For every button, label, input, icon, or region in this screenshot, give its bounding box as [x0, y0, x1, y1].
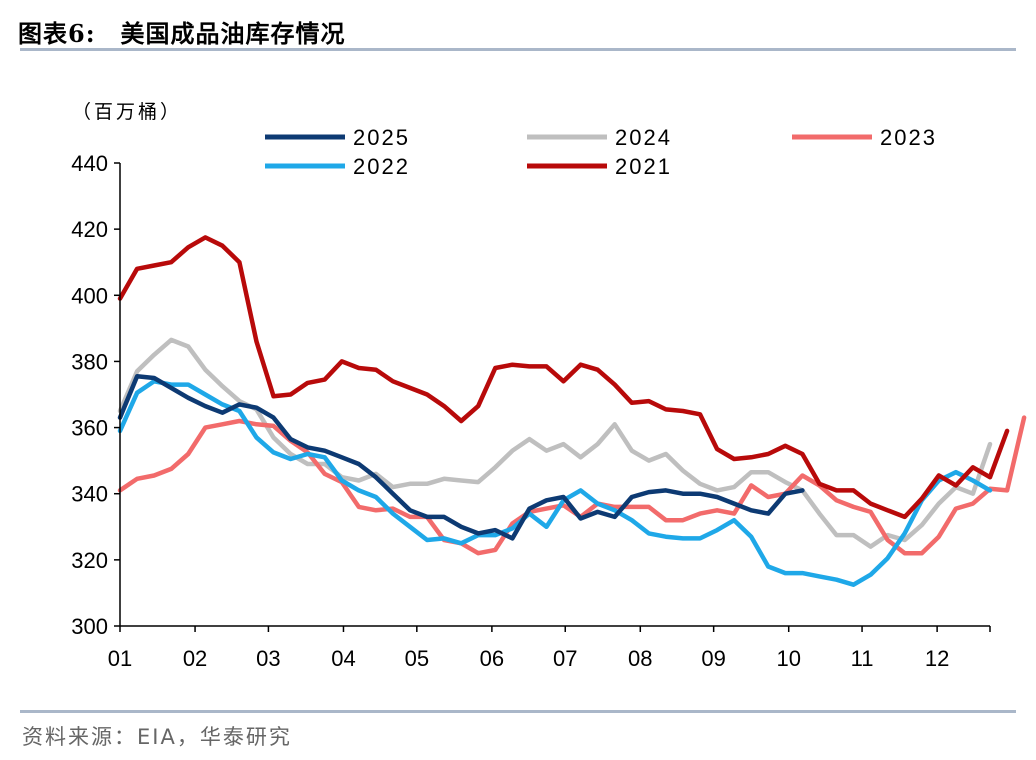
legend-label-2023: 2023	[880, 125, 937, 150]
x-tick-label: 01	[108, 646, 132, 671]
x-tick-label: 08	[628, 646, 652, 671]
y-tick-label: 400	[71, 283, 108, 308]
x-tick-label: 12	[925, 646, 949, 671]
y-axis-unit-label: （百万桶）	[72, 101, 182, 123]
y-tick-label: 380	[71, 349, 108, 374]
x-tick-label: 07	[553, 646, 577, 671]
x-tick-label: 06	[480, 646, 504, 671]
x-tick-label: 03	[256, 646, 280, 671]
y-tick-label: 440	[71, 151, 108, 176]
x-tick-label: 02	[183, 646, 207, 671]
plot-area	[117, 235, 1027, 587]
legend-label-2021: 2021	[615, 154, 672, 179]
x-tick-label: 11	[851, 646, 874, 671]
bottom-divider	[20, 710, 1016, 713]
figure-title: 图表6: 美国成品油库存情况	[18, 19, 346, 48]
x-tick-label: 05	[405, 646, 429, 671]
legend-label-2024: 2024	[615, 125, 672, 150]
series-line-2025	[117, 374, 805, 541]
legend: 2025 2024 2023 2022 2021	[265, 125, 937, 179]
legend-label-2022: 2022	[353, 154, 410, 179]
x-tick-label: 04	[331, 646, 355, 671]
y-tick-label: 340	[71, 482, 108, 507]
y-tick-label: 300	[71, 614, 108, 639]
y-tick-label: 420	[71, 217, 108, 242]
x-tick-label: 10	[776, 646, 800, 671]
legend-label-2025: 2025	[353, 125, 410, 150]
axes: 300 320 340 360 380 400 420 440 01 02 03 04 05 06 07 08…	[71, 151, 991, 671]
series-line-2021	[117, 235, 1010, 520]
series-line-2022	[117, 379, 993, 587]
top-divider	[20, 48, 1016, 51]
source-note: 资料来源：EIA，华泰研究	[22, 725, 292, 749]
y-tick-label: 360	[71, 416, 108, 441]
x-tick-label: 09	[701, 646, 725, 671]
y-tick-label: 320	[71, 548, 108, 573]
